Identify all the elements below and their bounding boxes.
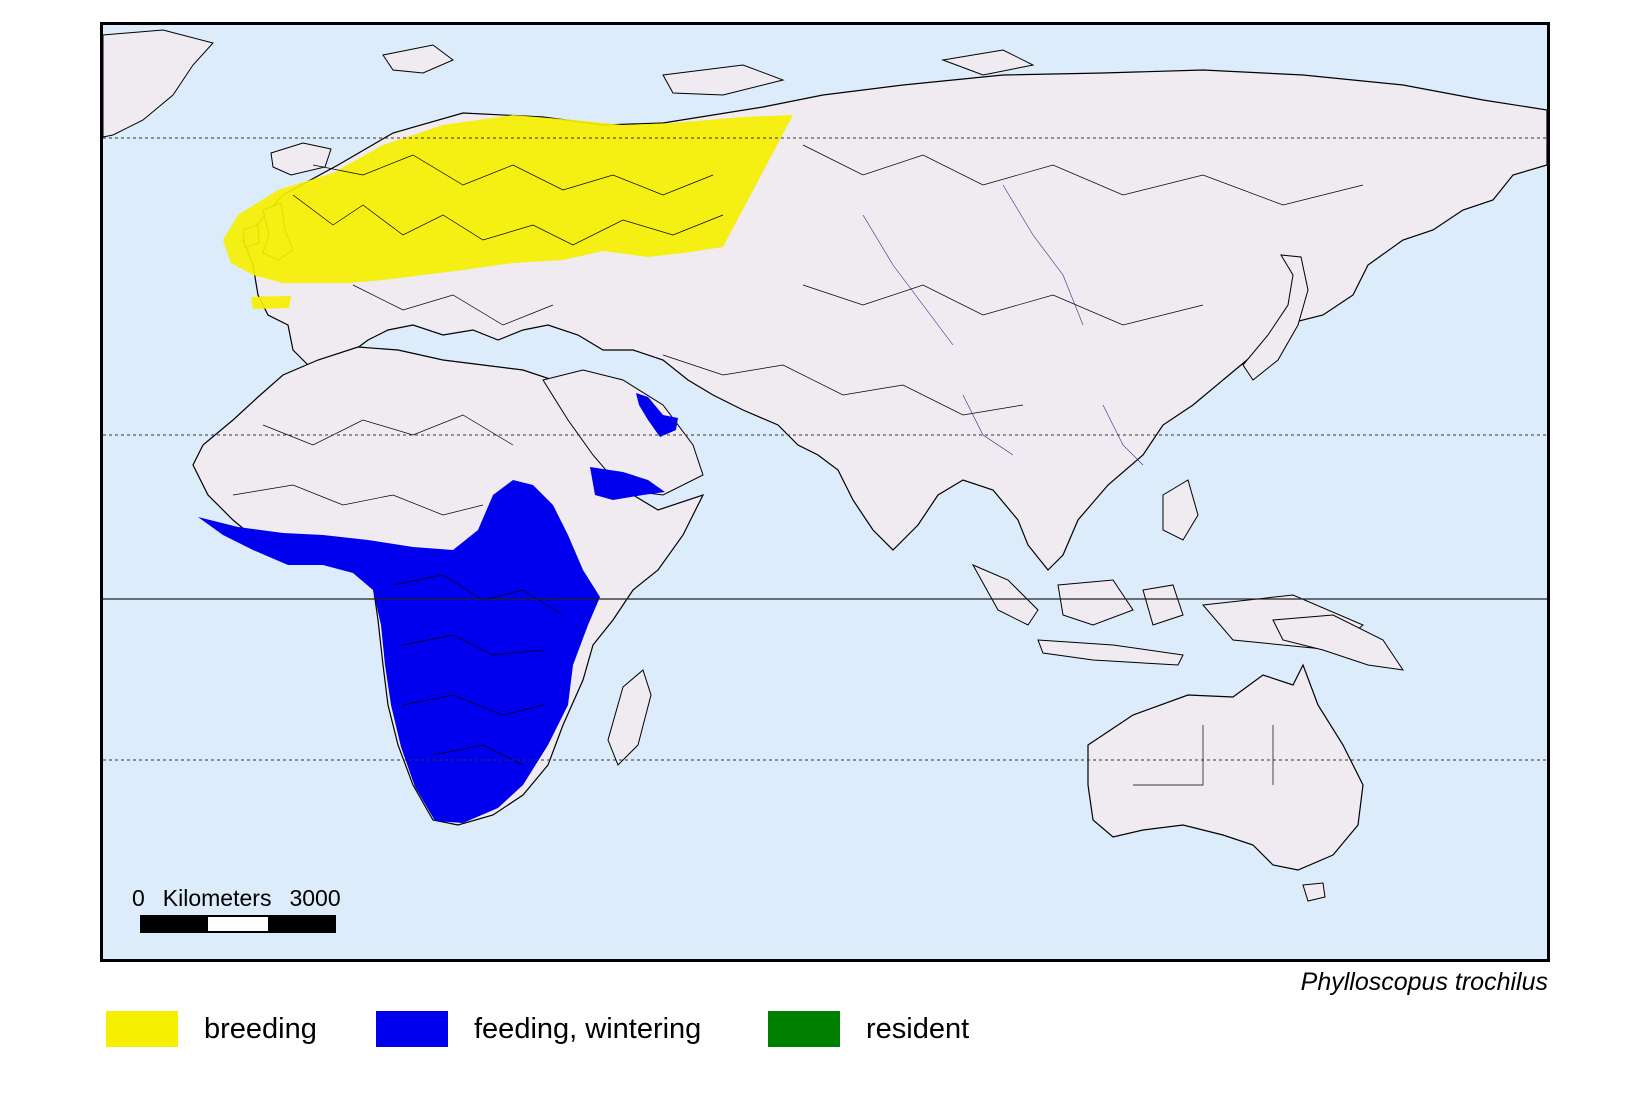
scale-segment-3 <box>270 915 336 933</box>
scale-bar <box>140 915 336 933</box>
arabian-peninsula <box>542 369 704 496</box>
legend-label-wintering: feeding, wintering <box>474 1012 702 1045</box>
map-canvas <box>103 25 1547 959</box>
australia-landmass <box>1087 663 1364 871</box>
japan <box>1242 254 1309 381</box>
new-guinea <box>1272 614 1405 671</box>
madagascar <box>607 669 652 766</box>
rivers <box>862 184 1144 466</box>
legend-item-resident: resident <box>768 1010 969 1048</box>
legend-item-breeding: breeding <box>106 1010 317 1048</box>
legend-swatch-breeding <box>106 1011 178 1047</box>
species-name: Phylloscopus trochilus <box>1300 968 1548 996</box>
scale-segment-1 <box>140 915 206 933</box>
arctic-islands <box>382 44 1035 96</box>
legend-swatch-wintering <box>376 1011 448 1047</box>
legend-swatch-resident <box>768 1011 840 1047</box>
wintering-range-yemen <box>590 467 665 500</box>
breeding-range-iberia <box>251 296 291 309</box>
legend-item-wintering: feeding, wintering <box>376 1010 701 1048</box>
country-borders <box>232 144 1364 786</box>
scale-unit-label: Kilometers <box>162 885 272 911</box>
scale-end-label: 3000 <box>289 885 341 911</box>
scale-segment-2 <box>206 915 270 933</box>
legend-label-breeding: breeding <box>204 1012 317 1045</box>
scale-labels: 0 Kilometers 3000 <box>132 885 341 912</box>
range-map <box>100 22 1550 962</box>
iceland-landmass <box>270 142 332 176</box>
legend-label-resident: resident <box>866 1012 970 1045</box>
greenland-landmass <box>103 29 214 138</box>
breeding-range <box>223 115 793 283</box>
wintering-range-gulf <box>636 393 678 437</box>
wintering-range <box>198 480 600 823</box>
tasmania <box>1302 882 1326 902</box>
scale-start-label: 0 <box>132 885 145 911</box>
